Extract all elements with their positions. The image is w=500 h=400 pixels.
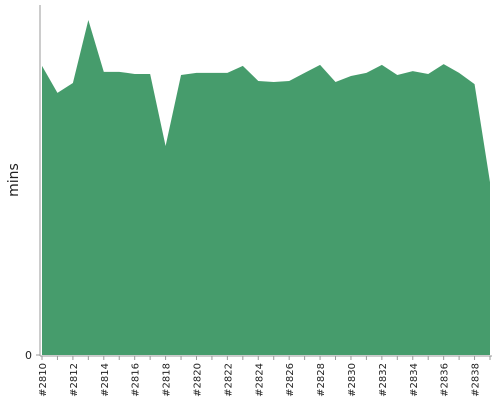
area [42,20,490,356]
x-tick-label: #2814 [100,363,111,397]
x-tick-label: #2838 [471,363,482,397]
x-tick-label: #2822 [223,363,234,397]
x-tick-label: #2832 [378,363,389,397]
x-tick-label: #2820 [192,363,203,397]
x-tick-label: #2830 [347,363,358,397]
x-tick-label: #2828 [316,363,327,397]
x-tick-label: #2824 [254,363,265,397]
x-tick-label: #2818 [162,363,173,397]
y-tick-label: 0 [25,349,32,362]
x-tick-label: #2816 [131,363,142,397]
x-tick-label: #2810 [38,363,49,397]
x-tick-label: #2834 [409,363,420,397]
x-tick-label: #2812 [69,363,80,397]
x-tick-label: #2836 [440,363,451,397]
x-tick-label: #2826 [285,363,296,397]
y-axis-label: mins [6,163,22,197]
